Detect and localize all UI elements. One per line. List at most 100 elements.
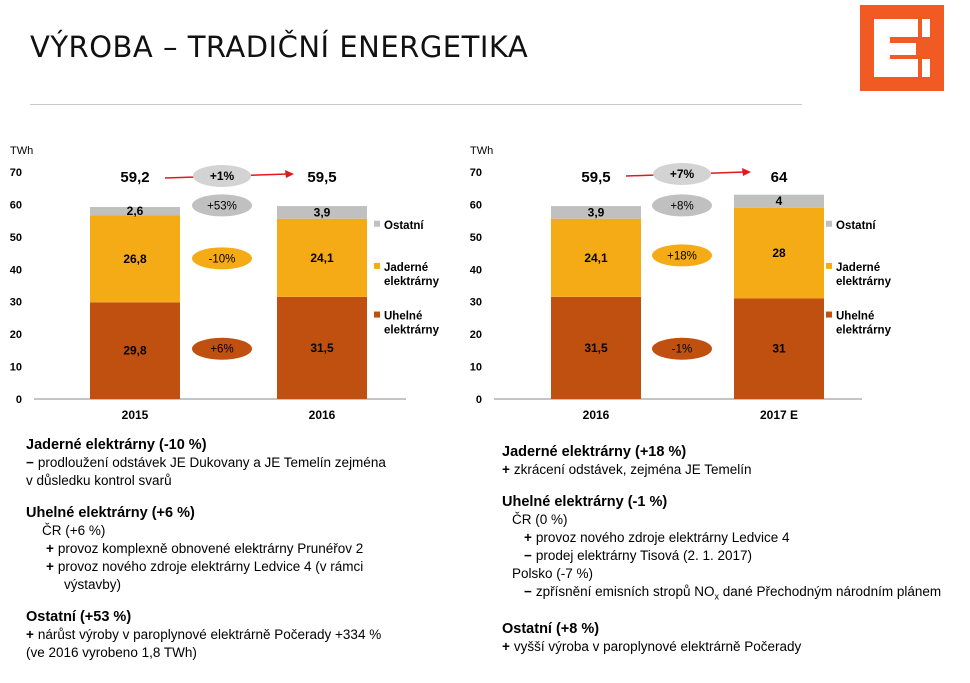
segment-change-pill-ostatni bbox=[192, 194, 252, 217]
note-uhelne-left: Uhelné elektrárny (+6 %) ČR (+6 %) + prov… bbox=[26, 504, 466, 594]
note-subheading: ČR (0 %) bbox=[512, 512, 568, 527]
total-change-label: +7% bbox=[670, 167, 695, 181]
note-ostatni-right: Ostatní (+8 %) + vyšší výroba v paroplyno… bbox=[502, 620, 967, 656]
note-line: + provoz komplexně obnovené elektrárny Pr… bbox=[46, 541, 364, 556]
page-title: VÝROBA – TRADIČNÍ ENERGETIKA bbox=[30, 30, 529, 64]
legend-swatch-uhelne bbox=[826, 311, 832, 318]
bar-segment-jaderne bbox=[90, 215, 180, 303]
legend-label-uhelne: elektrárny bbox=[836, 325, 892, 337]
y-tick-label: 40 bbox=[10, 264, 22, 276]
y-tick-label: 70 bbox=[10, 167, 22, 179]
segment-change-pill-jaderne bbox=[652, 244, 712, 267]
legend-label-ostatni: Ostatní bbox=[836, 220, 876, 232]
note-heading: Jaderné elektrárny (-10 %) bbox=[26, 437, 207, 453]
chart-2015-2016: TWh 0 10 20 30 40 50 60 70 29,8 26,8 2,6 2015 59,2 31,… bbox=[10, 145, 440, 422]
bar-segment-jaderne bbox=[277, 218, 367, 297]
bar-segment-uhelne bbox=[734, 298, 824, 399]
bar-segment-ostatni bbox=[734, 194, 824, 208]
total-label: 59,5 bbox=[581, 169, 610, 186]
company-logo bbox=[860, 5, 944, 91]
bar-segment-jaderne bbox=[551, 218, 641, 297]
x-tick-label: 2017 E bbox=[760, 408, 798, 422]
y-unit-label: TWh bbox=[470, 145, 493, 157]
total-label: 59,2 bbox=[120, 169, 149, 186]
legend-swatch-ostatni bbox=[826, 220, 832, 227]
total-change-pill bbox=[653, 163, 711, 185]
legend-label-jaderne: Jaderné bbox=[836, 262, 880, 274]
note-jaderne-right: Jaderné elektrárny (+18 %) + zkrácení ods… bbox=[502, 443, 967, 479]
data-label: 3,9 bbox=[314, 205, 331, 219]
notes-right: Jaderné elektrárny (+18 %) + zkrácení ods… bbox=[502, 443, 967, 670]
total-label: 64 bbox=[771, 169, 788, 186]
note-line: − zpřísnění emisních stropů NOx dané Přec… bbox=[524, 584, 942, 602]
note-heading: Uhelné elektrárny (-1 %) bbox=[502, 494, 668, 510]
legend-label-uhelne: Uhelné bbox=[836, 311, 874, 323]
growth-arrowhead bbox=[742, 168, 751, 176]
legend-label-jaderne: Jaderné bbox=[384, 262, 428, 274]
y-tick-label: 60 bbox=[10, 199, 22, 211]
segment-change-label-jaderne: +18% bbox=[667, 250, 697, 262]
note-ostatni-left: Ostatní (+53 %) + nárůst výroby v paroply… bbox=[26, 608, 466, 662]
y-tick-label: 10 bbox=[470, 362, 482, 374]
note-heading: Uhelné elektrárny (+6 %) bbox=[26, 505, 195, 521]
segment-change-label-uhelne: +6% bbox=[210, 344, 233, 356]
legend-label-uhelne: elektrárny bbox=[384, 325, 440, 337]
data-label: 2,6 bbox=[127, 204, 144, 218]
bar-segment-uhelne bbox=[551, 296, 641, 399]
y-tick-label: 40 bbox=[470, 264, 482, 276]
total-change-pill bbox=[193, 165, 251, 187]
growth-arrowhead bbox=[285, 170, 294, 178]
y-tick-label: 0 bbox=[16, 394, 22, 406]
y-tick-label: 50 bbox=[10, 232, 22, 244]
segment-change-label-ostatni: +8% bbox=[670, 200, 693, 212]
legend-label-uhelne: Uhelné bbox=[384, 311, 422, 323]
x-tick-label: 2016 bbox=[583, 408, 610, 422]
y-tick-label: 20 bbox=[10, 329, 22, 341]
segment-change-pill-uhelne bbox=[192, 337, 252, 360]
legend-label-jaderne: elektrárny bbox=[384, 276, 440, 288]
y-tick-label: 20 bbox=[470, 329, 482, 341]
data-label: 4 bbox=[776, 194, 783, 208]
y-tick-label: 10 bbox=[10, 362, 22, 374]
segment-change-label-uhelne: -1% bbox=[672, 344, 692, 356]
note-heading: Ostatní (+53 %) bbox=[26, 609, 132, 625]
logo-e-mark bbox=[860, 5, 944, 91]
bar-segment-uhelne bbox=[277, 296, 367, 399]
segment-change-label-jaderne: -10% bbox=[209, 253, 236, 265]
title-divider bbox=[30, 104, 802, 105]
bar-segment-ostatni bbox=[551, 206, 641, 219]
data-label: 24,1 bbox=[584, 251, 608, 265]
segment-change-label-ostatni: +53% bbox=[207, 200, 237, 212]
note-uhelne-right: Uhelné elektrárny (-1 %) ČR (0 %) + provo… bbox=[502, 493, 967, 606]
note-jaderne-left: Jaderné elektrárny (-10 %) − prodloužení … bbox=[26, 436, 466, 490]
legend-swatch-jaderne bbox=[826, 262, 832, 269]
note-line: (ve 2016 vyrobeno 1,8 TWh) bbox=[26, 645, 197, 660]
data-label: 31,5 bbox=[584, 341, 608, 355]
legend-swatch-uhelne bbox=[374, 311, 380, 318]
legend-swatch-jaderne bbox=[374, 262, 380, 269]
note-line: − prodloužení odstávek JE Dukovany a JE T… bbox=[26, 455, 386, 470]
data-label: 24,1 bbox=[310, 251, 334, 265]
chart-2016-2017: TWh 0 10 20 30 40 50 60 70 31,5 24,1 3,9 2016 59,5 31 2… bbox=[470, 145, 892, 422]
note-line: + vyšší výroba v paroplynové elektrárně P… bbox=[502, 638, 802, 654]
total-label: 59,5 bbox=[307, 169, 336, 186]
note-line: výstavby) bbox=[64, 577, 122, 592]
y-tick-label: 30 bbox=[470, 297, 482, 309]
data-label: 31,5 bbox=[310, 341, 334, 355]
note-line: + provoz nového zdroje elektrárny Ledvice… bbox=[524, 530, 790, 545]
y-tick-label: 50 bbox=[470, 232, 482, 244]
data-label: 31 bbox=[772, 342, 786, 356]
note-heading: Jaderné elektrárny (+18 %) bbox=[502, 444, 687, 460]
legend-label-jaderne: elektrárny bbox=[836, 276, 892, 288]
legend-label-ostatni: Ostatní bbox=[384, 220, 424, 232]
y-tick-label: 70 bbox=[470, 167, 482, 179]
notes-left: Jaderné elektrárny (-10 %) − prodloužení … bbox=[26, 436, 466, 676]
y-tick-label: 60 bbox=[470, 199, 482, 211]
note-subheading: Polsko (-7 %) bbox=[512, 566, 594, 581]
x-tick-label: 2015 bbox=[122, 408, 149, 422]
bar-segment-uhelne bbox=[90, 302, 180, 399]
y-tick-label: 30 bbox=[10, 297, 22, 309]
bar-segment-ostatni bbox=[90, 207, 180, 216]
note-line: v důsledku kontrol svarů bbox=[26, 473, 172, 488]
note-line: + nárůst výroby v paroplynové elektrárně … bbox=[26, 627, 382, 642]
